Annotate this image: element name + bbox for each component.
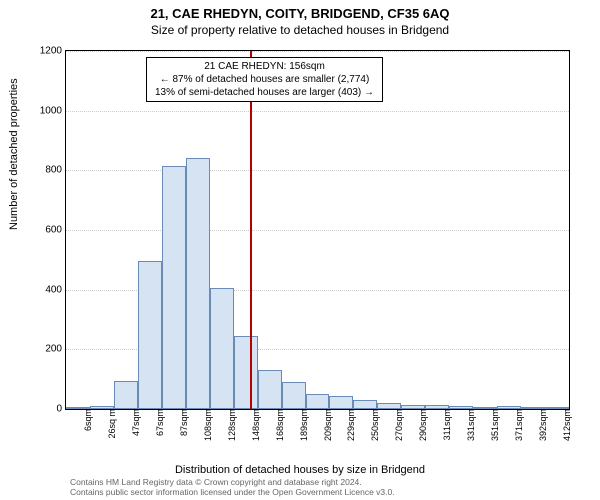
footer-line-2: Contains public sector information licen…	[70, 487, 395, 497]
y-axis-label: Number of detached properties	[8, 78, 20, 230]
x-tick-label: 351sqm	[488, 409, 500, 441]
x-tick-label: 371sqm	[512, 409, 524, 441]
y-tick-label: 0	[56, 404, 66, 415]
grid-line	[66, 51, 569, 52]
x-tick-label: 412sqm	[560, 409, 572, 441]
annotation-box: 21 CAE RHEDYN: 156sqm← 87% of detached h…	[146, 57, 383, 102]
x-tick-label: 270sqm	[392, 409, 404, 441]
x-tick-label: 6sqm	[81, 409, 93, 431]
chart-plot-area: 0200400600800100012006sqm26sq m47sqm67sq…	[65, 50, 570, 410]
histogram-bar	[258, 370, 282, 409]
histogram-bar	[138, 261, 162, 409]
x-tick-label: 250sqm	[368, 409, 380, 441]
histogram-bar	[306, 394, 330, 409]
annotation-line-3: 13% of semi-detached houses are larger (…	[155, 86, 374, 99]
footer-line-1: Contains HM Land Registry data © Crown c…	[70, 477, 395, 487]
x-tick-label: 26sq m	[105, 409, 117, 439]
histogram-bar	[186, 158, 210, 409]
x-tick-label: 168sqm	[273, 409, 285, 441]
y-tick-label: 800	[45, 165, 66, 176]
annotation-line-1: 21 CAE RHEDYN: 156sqm	[155, 60, 374, 73]
x-tick-label: 189sqm	[297, 409, 309, 441]
histogram-bar	[282, 382, 306, 409]
x-tick-label: 290sqm	[416, 409, 428, 441]
histogram-bar	[210, 288, 234, 409]
x-tick-label: 148sqm	[249, 409, 261, 441]
x-axis-label: Distribution of detached houses by size …	[0, 464, 600, 476]
x-tick-label: 209sqm	[321, 409, 333, 441]
x-tick-label: 47sqm	[129, 409, 141, 436]
property-marker-line	[250, 51, 252, 409]
histogram-bar	[162, 166, 186, 409]
x-tick-label: 87sqm	[177, 409, 189, 436]
y-tick-label: 1000	[40, 105, 66, 116]
histogram-bar	[234, 336, 258, 409]
x-tick-label: 229sqm	[344, 409, 356, 441]
y-tick-label: 1200	[40, 46, 66, 57]
x-tick-label: 392sqm	[536, 409, 548, 441]
page-title: 21, CAE RHEDYN, COITY, BRIDGEND, CF35 6A…	[0, 0, 600, 21]
y-tick-label: 400	[45, 284, 66, 295]
y-tick-label: 600	[45, 225, 66, 236]
grid-line	[66, 230, 569, 231]
footer-attribution: Contains HM Land Registry data © Crown c…	[70, 477, 395, 497]
x-tick-label: 67sqm	[153, 409, 165, 436]
x-tick-label: 331sqm	[464, 409, 476, 441]
x-tick-label: 108sqm	[201, 409, 213, 441]
histogram-bar	[329, 396, 353, 409]
grid-line	[66, 170, 569, 171]
y-tick-label: 200	[45, 344, 66, 355]
annotation-line-2: ← 87% of detached houses are smaller (2,…	[155, 73, 374, 86]
histogram-bar	[353, 400, 377, 409]
x-tick-label: 311sqm	[440, 409, 452, 440]
x-tick-label: 128sqm	[225, 409, 237, 441]
page-subtitle: Size of property relative to detached ho…	[0, 21, 600, 37]
histogram-bar	[114, 381, 138, 409]
grid-line	[66, 111, 569, 112]
